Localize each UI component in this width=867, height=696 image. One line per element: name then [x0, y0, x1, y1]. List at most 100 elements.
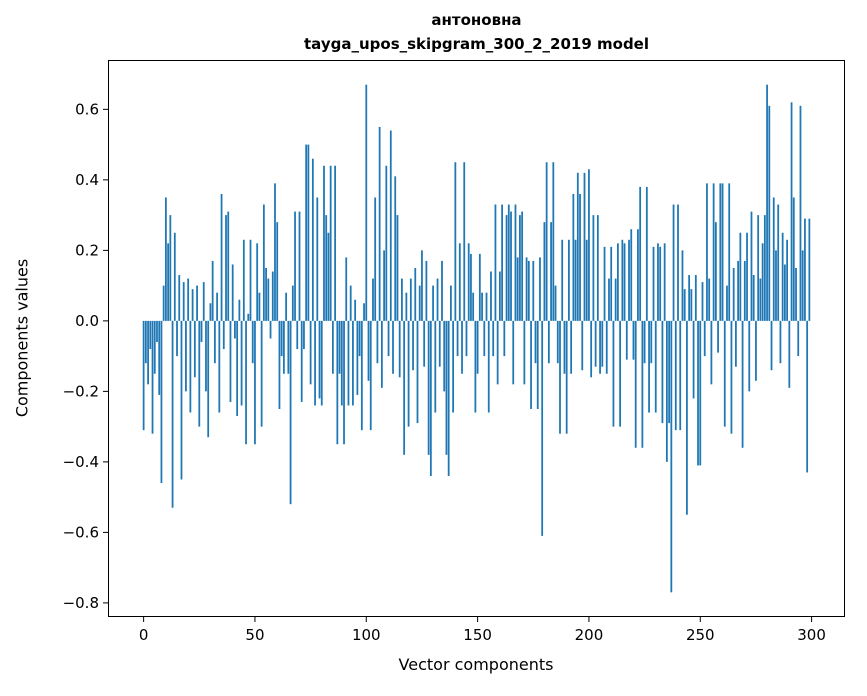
bar [289, 320, 292, 505]
bar [438, 320, 441, 367]
bar [316, 197, 319, 321]
bar [583, 172, 586, 321]
bar [447, 320, 450, 476]
bar [309, 320, 312, 385]
bar [652, 246, 655, 321]
bar [427, 320, 430, 455]
bar [463, 162, 466, 321]
bar [806, 320, 809, 473]
bar [761, 243, 764, 321]
bar [409, 278, 412, 321]
bar [619, 320, 621, 427]
bar [614, 278, 617, 321]
bar [498, 271, 501, 321]
bar [187, 278, 190, 321]
bar [521, 211, 524, 321]
bar [189, 320, 192, 413]
bar [726, 285, 728, 321]
bar [632, 320, 635, 360]
bar [603, 246, 606, 321]
bar [539, 257, 541, 321]
bar [445, 320, 448, 455]
bar [645, 186, 648, 321]
bar [231, 264, 234, 321]
bar [554, 285, 557, 321]
bar [681, 250, 684, 321]
y-tick-label: 0.2 [75, 241, 99, 259]
bar [714, 222, 717, 321]
bar [196, 285, 198, 321]
bar [556, 320, 559, 364]
bar [657, 243, 659, 321]
bar [797, 320, 800, 357]
bar [238, 299, 241, 321]
bar [274, 183, 276, 321]
bar [563, 320, 566, 374]
bar [748, 320, 751, 392]
bar [710, 320, 713, 385]
bar [358, 320, 361, 357]
bar [550, 222, 552, 321]
bar [543, 222, 546, 321]
bar [576, 172, 579, 321]
bar [605, 320, 608, 374]
bar [220, 193, 223, 321]
bar [242, 239, 245, 321]
bar [454, 162, 457, 321]
bar [501, 204, 503, 321]
bar [392, 320, 394, 374]
bar [474, 320, 477, 413]
bar [325, 215, 328, 321]
bar [200, 320, 203, 343]
bar [561, 239, 564, 321]
bar [717, 320, 719, 353]
bar [254, 320, 256, 445]
bar [694, 275, 697, 321]
bar [699, 320, 702, 466]
bar [599, 320, 601, 374]
bar [585, 239, 588, 321]
bar [532, 260, 535, 321]
bar [407, 320, 410, 427]
bar [147, 320, 149, 385]
bar [249, 239, 252, 321]
bar [432, 285, 434, 321]
bar [251, 320, 254, 364]
bar [574, 239, 577, 321]
bar [173, 232, 176, 321]
bar [278, 320, 281, 409]
y-tick-label: 0.4 [75, 171, 99, 189]
bar [746, 232, 748, 321]
bar [630, 229, 633, 321]
y-tick-label: −0.4 [63, 453, 99, 471]
bar [766, 84, 768, 321]
bar [345, 257, 348, 321]
bar [661, 320, 664, 424]
bar [211, 260, 214, 321]
x-tick-label: 100 [352, 626, 381, 644]
bar [323, 165, 325, 321]
bar [590, 320, 593, 378]
bar [280, 320, 283, 357]
bar [757, 215, 760, 321]
bar [808, 218, 811, 321]
bar [732, 267, 735, 321]
bar [247, 313, 250, 321]
bar [527, 260, 530, 321]
bar [180, 320, 183, 480]
bar [779, 320, 782, 364]
bar [327, 232, 330, 321]
bar [452, 320, 455, 413]
bar [772, 197, 775, 321]
bar [349, 285, 352, 321]
x-tick-label: 150 [463, 626, 492, 644]
bar [519, 215, 521, 321]
bar [670, 320, 673, 593]
bar [389, 130, 392, 321]
bar [545, 162, 548, 321]
bar [683, 289, 686, 321]
bar [436, 278, 439, 321]
bar [492, 320, 495, 357]
bar [222, 320, 225, 350]
